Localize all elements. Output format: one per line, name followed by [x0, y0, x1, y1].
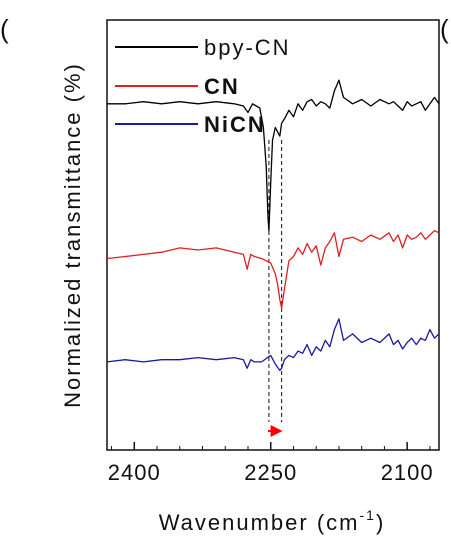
legend-label-nicn: NiCN — [204, 112, 266, 137]
x-axis-title-end: ) — [376, 510, 385, 535]
x-axis-title-sup: -1 — [360, 507, 376, 523]
x-axis-title-main: Wavenumber (cm — [159, 510, 360, 535]
x-axis-ticks: 2400 2250 2100 — [108, 442, 434, 485]
series-line-cn — [106, 230, 440, 309]
legend: bpy-CN CN NiCN — [115, 35, 291, 137]
series-group — [106, 79, 440, 372]
panel-mark-right: ( — [440, 14, 449, 44]
legend-label-cn: CN — [204, 74, 240, 99]
series-line-bpy-cn — [107, 79, 440, 232]
series-line-nicn — [106, 318, 440, 372]
shift-markers — [267, 140, 283, 437]
legend-label-bpy-cn: bpy-CN — [204, 35, 291, 60]
x-axis-title: Wavenumber (cm-1) — [159, 507, 386, 535]
x-tick-label: 2250 — [244, 460, 297, 485]
x-tick-label: 2400 — [108, 460, 161, 485]
plot-frame — [106, 19, 440, 451]
shift-arrow-head — [270, 425, 283, 437]
panel-mark-left: ( — [0, 14, 9, 44]
y-axis-title: Normalized transmittance (%) — [60, 62, 85, 408]
x-tick-label: 2100 — [381, 460, 434, 485]
